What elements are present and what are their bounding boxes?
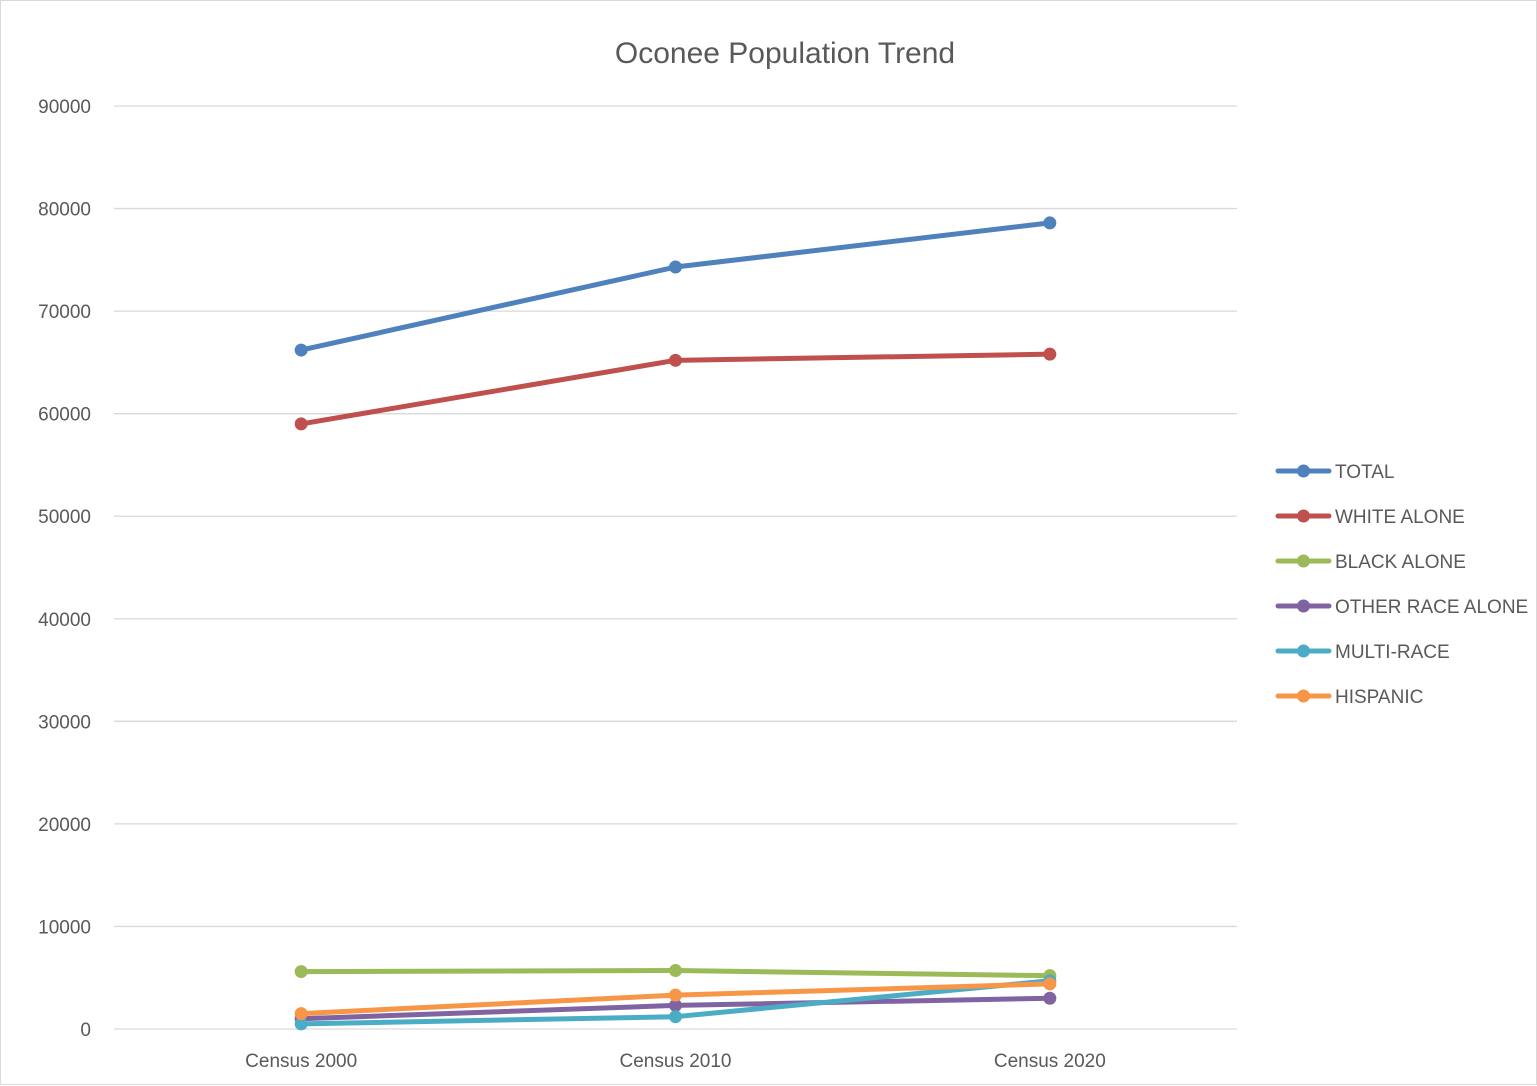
legend: TOTAL WHITE ALONE BLACK ALONE OTHER RACE AL… (1275, 462, 1528, 708)
y-axis-tick-labels: 0 10000 20000 30000 40000 50000 60000 70000 8000… (38, 97, 91, 1041)
series-line (298, 220, 1053, 353)
y-tick-label: 10000 (38, 917, 91, 938)
data-point (669, 1010, 682, 1024)
data-point (294, 965, 308, 979)
data-point (294, 1007, 308, 1021)
x-tick-label: Census 2020 (994, 1051, 1106, 1072)
legend-item: TOTAL (1275, 462, 1394, 483)
data-point (669, 988, 682, 1002)
legend-swatch-marker (1297, 509, 1310, 523)
y-tick-label: 80000 (38, 200, 91, 221)
data-point (294, 417, 308, 431)
series-total (294, 216, 1057, 357)
gridlines (114, 105, 1237, 1030)
data-point (669, 260, 682, 274)
series-black-alone (294, 964, 1057, 983)
legend-swatch-marker (1297, 644, 1310, 658)
chart-title: Oconee Population Trend (615, 37, 955, 70)
y-tick-label: 90000 (38, 97, 91, 118)
data-point (1043, 977, 1057, 991)
y-tick-label: 50000 (38, 507, 91, 528)
legend-swatch-marker (1297, 599, 1310, 613)
y-tick-label: 0 (80, 1020, 91, 1041)
y-tick-label: 40000 (38, 610, 91, 631)
legend-item: MULTI-RACE (1275, 642, 1450, 663)
y-tick-label: 70000 (38, 302, 91, 323)
series-multi-race (294, 974, 1057, 1031)
legend-item: WHITE ALONE (1275, 507, 1465, 528)
legend-swatch-marker (1297, 464, 1310, 478)
legend-label: BLACK ALONE (1335, 552, 1466, 573)
data-point (1043, 991, 1057, 1005)
data-point (669, 964, 682, 978)
legend-item: HISPANIC (1275, 687, 1423, 708)
legend-swatch-marker (1297, 689, 1310, 703)
legend-label: WHITE ALONE (1335, 507, 1465, 528)
legend-swatch-marker (1297, 554, 1310, 568)
legend-label: TOTAL (1335, 462, 1394, 483)
legend-label: OTHER RACE ALONE (1335, 597, 1528, 618)
legend-label: HISPANIC (1335, 687, 1423, 708)
y-tick-label: 60000 (38, 405, 91, 426)
data-point (294, 343, 308, 357)
data-point (669, 998, 682, 1012)
legend-item: BLACK ALONE (1275, 552, 1466, 573)
data-point (294, 1017, 308, 1031)
x-axis-tick-labels: Census 2000 Census 2010 Census 2020 (245, 1051, 1106, 1072)
legend-label: MULTI-RACE (1335, 642, 1450, 663)
legend-item: OTHER RACE ALONE (1275, 597, 1528, 618)
y-tick-label: 30000 (38, 712, 91, 733)
data-point (1043, 216, 1057, 230)
data-point (1043, 347, 1057, 361)
x-tick-label: Census 2010 (620, 1051, 732, 1072)
series-white-alone (294, 347, 1057, 431)
data-point (669, 353, 682, 367)
series-hispanic (294, 977, 1057, 1021)
series-lines (294, 216, 1057, 1031)
x-tick-label: Census 2000 (245, 1051, 357, 1072)
y-tick-label: 20000 (38, 815, 91, 836)
